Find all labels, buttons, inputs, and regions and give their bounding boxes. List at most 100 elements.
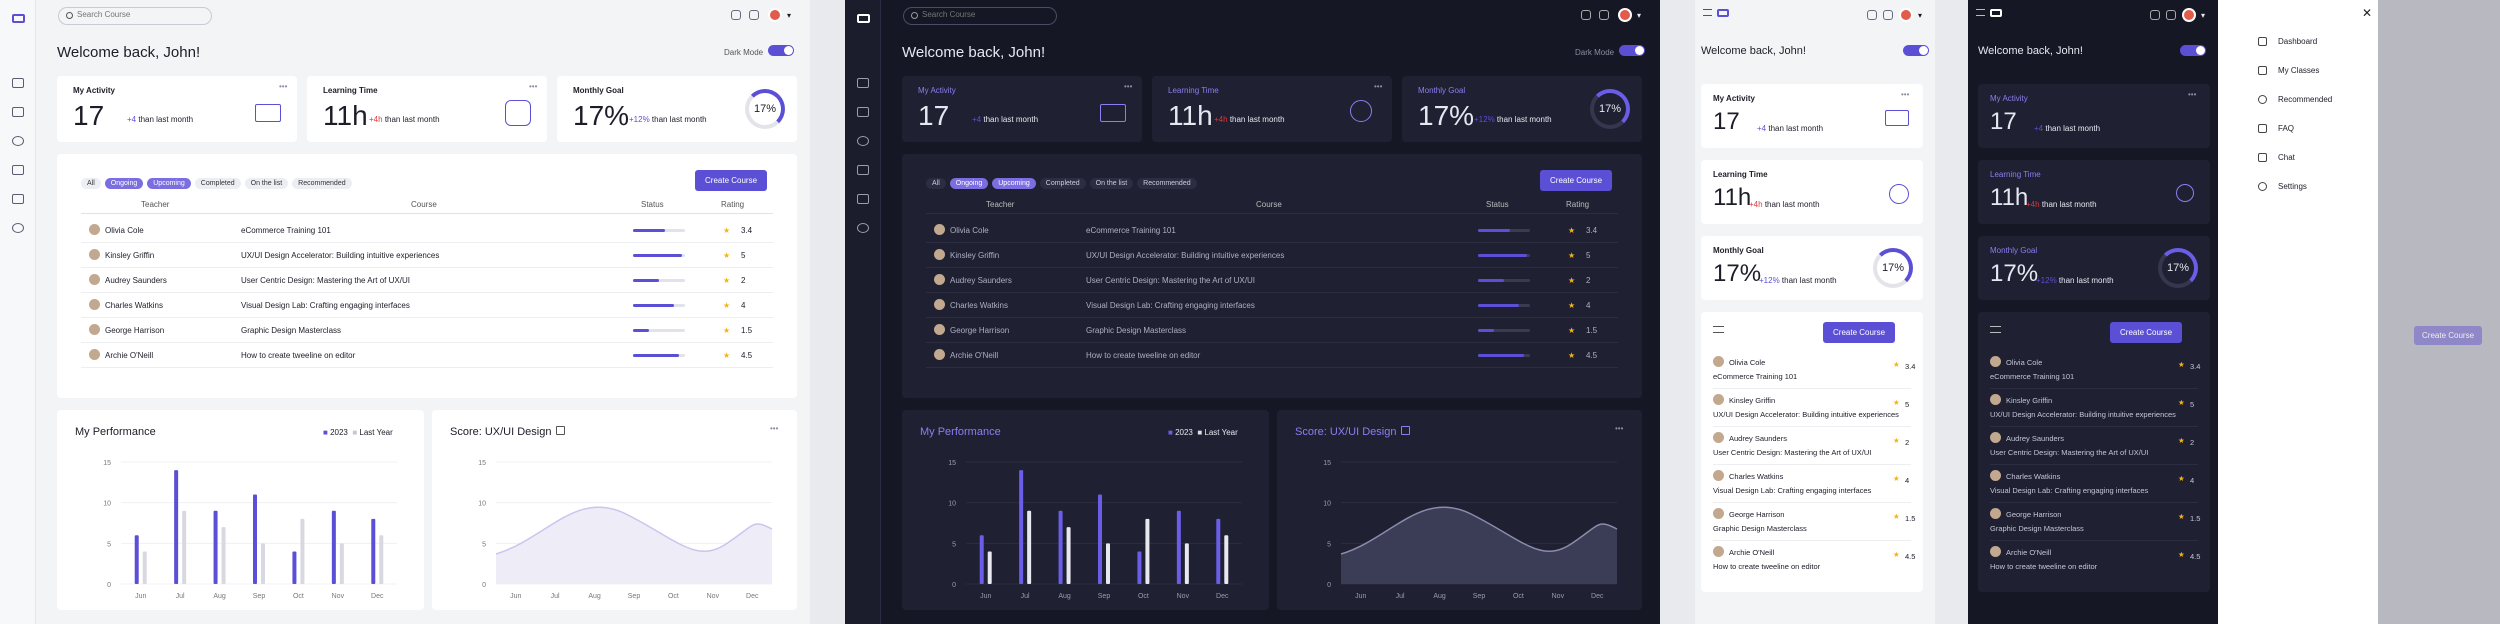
table-row[interactable]: Kinsley Griffin UX/UI Design Accelerator:… bbox=[926, 243, 1618, 268]
avatar[interactable] bbox=[1899, 8, 1913, 22]
menu-item-my-classes[interactable]: My Classes bbox=[2278, 66, 2320, 75]
list-item[interactable]: Archie O'Neill How to create tweeline on … bbox=[1990, 546, 2201, 571]
filter-all[interactable]: All bbox=[926, 178, 946, 189]
list-item[interactable]: Kinsley Griffin UX/UI Design Accelerator:… bbox=[1713, 390, 1911, 427]
table-row[interactable]: Audrey Saunders User Centric Design: Mast… bbox=[81, 268, 773, 293]
bell-icon[interactable] bbox=[2166, 10, 2176, 20]
sliders-icon[interactable] bbox=[857, 78, 869, 88]
menu-icon[interactable] bbox=[1976, 9, 1985, 16]
filter-icon[interactable] bbox=[1713, 326, 1724, 333]
list-item[interactable]: Charles Watkins Visual Design Lab: Crafti… bbox=[1713, 466, 1911, 503]
avatar[interactable] bbox=[768, 8, 782, 22]
notification-icon[interactable] bbox=[731, 10, 741, 20]
list-item[interactable]: Audrey Saunders User Centric Design: Mast… bbox=[1990, 428, 2198, 465]
more-icon[interactable]: ••• bbox=[529, 82, 538, 91]
filter-completed[interactable]: Completed bbox=[1039, 178, 1086, 189]
more-icon[interactable]: ••• bbox=[1124, 82, 1133, 91]
list-item[interactable]: Olivia Cole eCommerce Training 101 ★ 3.4 bbox=[1713, 352, 1915, 389]
table-row[interactable]: George Harrison Graphic Design Masterclas… bbox=[81, 318, 773, 343]
chevron-down-icon[interactable]: ▾ bbox=[1637, 11, 1642, 20]
dark-mode-toggle[interactable] bbox=[1903, 45, 1929, 56]
more-icon[interactable]: ••• bbox=[1615, 424, 1624, 433]
check-circle-icon[interactable] bbox=[12, 136, 24, 146]
list-item[interactable]: Charles Watkins Visual Design Lab: Crafti… bbox=[1990, 466, 2198, 503]
filter-all[interactable]: All bbox=[81, 178, 101, 189]
table-row[interactable]: Archie O'Neill How to create tweeline on … bbox=[926, 343, 1618, 368]
filter-icon[interactable] bbox=[1990, 326, 2001, 333]
app-logo-icon[interactable] bbox=[857, 14, 870, 23]
search-box[interactable] bbox=[903, 7, 1057, 25]
copy-icon[interactable] bbox=[12, 165, 24, 175]
bell-icon[interactable] bbox=[1883, 10, 1893, 20]
list-item[interactable]: Archie O'Neill How to create tweeline on … bbox=[1713, 546, 1916, 571]
copy-icon[interactable] bbox=[857, 165, 869, 175]
filter-recommended[interactable]: Recommended bbox=[292, 178, 352, 189]
filter-recommended[interactable]: Recommended bbox=[1137, 178, 1197, 189]
dark-mode-toggle[interactable] bbox=[768, 45, 794, 56]
create-course-button[interactable]: Create Course bbox=[1823, 322, 1896, 343]
menu-item-dashboard[interactable]: Dashboard bbox=[2278, 37, 2318, 46]
chevron-down-icon[interactable]: ▾ bbox=[1918, 11, 1923, 20]
chevron-down-icon[interactable]: ▾ bbox=[787, 11, 792, 20]
filter-on-the-list[interactable]: On the list bbox=[1089, 178, 1134, 189]
list-item[interactable]: Audrey Saunders User Centric Design: Mast… bbox=[1713, 428, 1911, 465]
menu-item-chat[interactable]: Chat bbox=[2278, 153, 2295, 162]
table-row[interactable]: Audrey Saunders User Centric Design: Mast… bbox=[926, 268, 1618, 293]
chevron-down-icon[interactable]: ▾ bbox=[2201, 11, 2206, 20]
app-logo-icon[interactable] bbox=[12, 14, 25, 23]
table-row[interactable]: Charles Watkins Visual Design Lab: Crafti… bbox=[81, 293, 773, 318]
list-item[interactable]: Kinsley Griffin UX/UI Design Accelerator:… bbox=[1990, 390, 2198, 427]
search-input[interactable] bbox=[922, 10, 1047, 19]
more-icon[interactable]: ••• bbox=[279, 82, 288, 91]
table-row[interactable]: Archie O'Neill How to create tweeline on … bbox=[81, 343, 773, 368]
menu-item-faq[interactable]: FAQ bbox=[2278, 124, 2295, 133]
external-link-icon[interactable] bbox=[1401, 426, 1410, 435]
external-link-icon[interactable] bbox=[556, 426, 565, 435]
notification-icon[interactable] bbox=[1581, 10, 1591, 20]
sliders-icon[interactable] bbox=[12, 78, 24, 88]
avatar[interactable] bbox=[1618, 8, 1632, 22]
create-course-button[interactable]: Create Course bbox=[695, 170, 768, 191]
settings-icon[interactable] bbox=[857, 223, 869, 233]
list-item[interactable]: George Harrison Graphic Design Masterclas… bbox=[1713, 504, 1915, 541]
more-icon[interactable]: ••• bbox=[2188, 90, 2197, 99]
filter-ongoing[interactable]: Ongoing bbox=[104, 178, 144, 189]
avatar[interactable] bbox=[2182, 8, 2196, 22]
table-row[interactable]: Charles Watkins Visual Design Lab: Crafti… bbox=[926, 293, 1618, 318]
chat-icon[interactable] bbox=[12, 194, 24, 204]
table-row[interactable]: George Harrison Graphic Design Masterclas… bbox=[926, 318, 1618, 343]
list-item[interactable]: Olivia Cole eCommerce Training 101 ★ 3.4 bbox=[1990, 352, 2200, 389]
notification-icon[interactable] bbox=[1867, 10, 1877, 20]
check-circle-icon[interactable] bbox=[857, 136, 869, 146]
table-row[interactable]: Olivia Cole eCommerce Training 101 ★ 3.4 bbox=[926, 218, 1618, 243]
app-logo-icon[interactable] bbox=[1717, 9, 1729, 17]
settings-icon[interactable] bbox=[12, 223, 24, 233]
more-icon[interactable]: ••• bbox=[1901, 90, 1910, 99]
dimmed-backdrop[interactable] bbox=[2378, 0, 2500, 624]
book-icon[interactable] bbox=[12, 107, 24, 117]
create-course-button[interactable]: Create Course bbox=[2414, 326, 2483, 345]
dark-mode-toggle[interactable] bbox=[1619, 45, 1645, 56]
create-course-button[interactable]: Create Course bbox=[1540, 170, 1613, 191]
list-item[interactable]: George Harrison Graphic Design Masterclas… bbox=[1990, 504, 2200, 541]
table-row[interactable]: Kinsley Griffin UX/UI Design Accelerator:… bbox=[81, 243, 773, 268]
notification-icon[interactable] bbox=[2150, 10, 2160, 20]
more-icon[interactable]: ••• bbox=[1374, 82, 1383, 91]
book-icon[interactable] bbox=[857, 107, 869, 117]
more-icon[interactable]: ••• bbox=[770, 424, 779, 433]
chat-icon[interactable] bbox=[857, 194, 869, 204]
table-row[interactable]: Olivia Cole eCommerce Training 101 ★ 3.4 bbox=[81, 218, 773, 243]
bell-icon[interactable] bbox=[749, 10, 759, 20]
filter-ongoing[interactable]: Ongoing bbox=[949, 178, 989, 189]
filter-on-the-list[interactable]: On the list bbox=[244, 178, 289, 189]
menu-item-recommended[interactable]: Recommended bbox=[2278, 95, 2333, 104]
filter-upcoming[interactable]: Upcoming bbox=[992, 178, 1036, 189]
search-box[interactable] bbox=[58, 7, 212, 25]
search-input[interactable] bbox=[77, 10, 202, 19]
dark-mode-toggle[interactable] bbox=[2180, 45, 2206, 56]
menu-icon[interactable] bbox=[1703, 9, 1712, 16]
close-icon[interactable]: ✕ bbox=[2362, 6, 2373, 20]
app-logo-icon[interactable] bbox=[1990, 9, 2002, 17]
create-course-button[interactable]: Create Course bbox=[2110, 322, 2183, 343]
bell-icon[interactable] bbox=[1599, 10, 1609, 20]
